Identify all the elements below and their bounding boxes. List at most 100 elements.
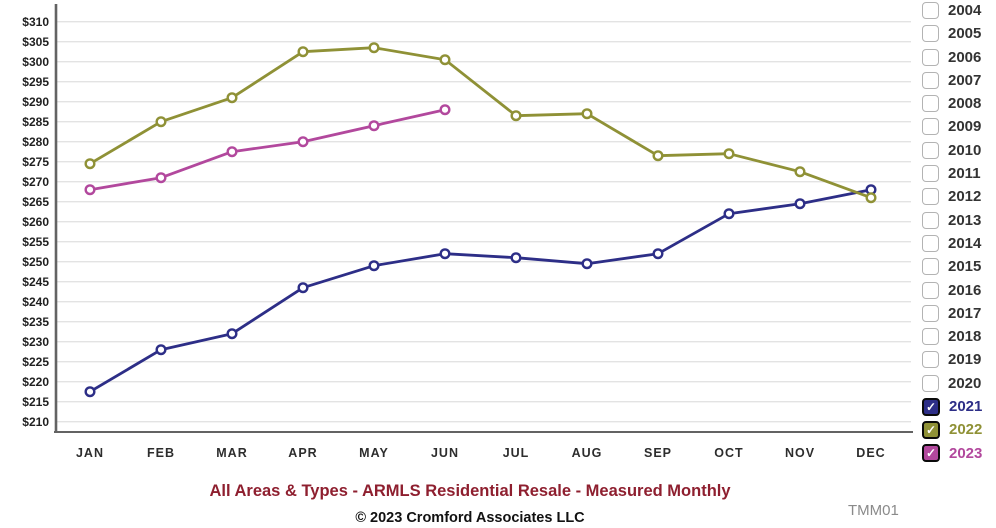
data-point-2023-MAY [368, 120, 380, 132]
y-axis-tick-label: $275 [22, 155, 49, 169]
data-point-2023-MAR [226, 146, 238, 158]
legend-year-label: 2019 [948, 351, 982, 369]
legend-year-2021[interactable]: ✓ 2021 [922, 397, 996, 416]
y-axis-tick-label: $280 [22, 135, 49, 149]
data-point-2022-FEB [155, 116, 167, 128]
unchecked-checkbox-icon[interactable] [922, 165, 939, 183]
legend-year-label: 2021 [949, 398, 983, 416]
y-axis-tick-label: $310 [22, 15, 49, 29]
checked-checkbox-icon[interactable]: ✓ [922, 420, 940, 439]
y-axis-tick-label: $255 [22, 235, 49, 249]
unchecked-checkbox-icon[interactable] [922, 25, 939, 43]
x-axis-tick-label: JAN [76, 446, 104, 460]
legend-year-2009[interactable]: 2009 [922, 117, 996, 136]
checked-checkbox-icon[interactable]: ✓ [922, 444, 940, 463]
unchecked-checkbox-icon[interactable] [922, 304, 939, 322]
data-point-2021-FEB [155, 344, 167, 356]
legend-year-2004[interactable]: 2004 [922, 1, 996, 20]
legend-year-label: 2009 [948, 118, 982, 136]
unchecked-checkbox-icon[interactable] [922, 95, 939, 113]
legend-year-label: 2020 [948, 374, 982, 392]
data-point-2021-MAR [226, 328, 238, 340]
series-line-2022 [88, 46, 873, 200]
legend-year-2008[interactable]: 2008 [922, 94, 996, 113]
y-axis-tick-label: $290 [22, 95, 49, 109]
legend-year-2015[interactable]: 2015 [922, 257, 996, 276]
data-point-2021-SEP [652, 248, 664, 260]
unchecked-checkbox-icon[interactable] [922, 328, 939, 346]
legend-year-2016[interactable]: 2016 [922, 281, 996, 300]
unchecked-checkbox-icon[interactable] [922, 118, 939, 136]
x-axis-tick-label: OCT [714, 446, 743, 460]
data-point-2022-AUG [581, 108, 593, 120]
legend-year-2011[interactable]: 2011 [922, 164, 996, 183]
unchecked-checkbox-icon[interactable] [922, 281, 939, 299]
legend-year-2022[interactable]: ✓ 2022 [922, 420, 996, 439]
data-point-2022-MAY [368, 42, 380, 54]
data-point-2021-APR [297, 282, 309, 294]
y-axis-tick-label: $240 [22, 295, 49, 309]
data-point-2023-FEB [155, 172, 167, 184]
copyright-text: © 2023 Cromford Associates LLC [355, 510, 585, 526]
unchecked-checkbox-icon[interactable] [922, 234, 939, 252]
y-axis-tick-label: $300 [22, 55, 49, 69]
legend-year-2010[interactable]: 2010 [922, 141, 996, 160]
legend-year-label: 2013 [948, 211, 982, 229]
legend-year-2023[interactable]: ✓ 2023 [922, 444, 996, 463]
legend-year-label: 2017 [948, 304, 982, 322]
series-line-2023 [88, 108, 447, 192]
data-point-2022-NOV [794, 166, 806, 178]
unchecked-checkbox-icon[interactable] [922, 374, 939, 392]
y-axis-tick-label: $210 [22, 415, 49, 429]
unchecked-checkbox-icon[interactable] [922, 141, 939, 159]
legend-year-label: 2023 [949, 444, 983, 462]
data-point-2021-NOV [794, 198, 806, 210]
unchecked-checkbox-icon[interactable] [922, 258, 939, 276]
legend-year-label: 2011 [948, 165, 981, 183]
y-axis-tick-label: $235 [22, 315, 49, 329]
legend-year-2020[interactable]: 2020 [922, 374, 996, 393]
legend-year-2018[interactable]: 2018 [922, 327, 996, 346]
legend-year-label: 2018 [948, 328, 982, 346]
legend-year-2017[interactable]: 2017 [922, 304, 996, 323]
legend-year-label: 2012 [948, 188, 982, 206]
unchecked-checkbox-icon[interactable] [922, 48, 939, 66]
y-axis-tick-label: $270 [22, 175, 49, 189]
data-point-2021-MAY [368, 260, 380, 272]
data-point-2021-JUL [510, 252, 522, 264]
y-axis-tick-label: $230 [22, 335, 49, 349]
y-axis-tick-label: $220 [22, 375, 49, 389]
data-point-2021-OCT [723, 208, 735, 220]
unchecked-checkbox-icon[interactable] [922, 71, 939, 89]
data-point-2022-SEP [652, 150, 664, 162]
x-axis-tick-label: DEC [856, 446, 885, 460]
x-axis-tick-label: MAY [359, 446, 389, 460]
chart-title: All Areas & Types - ARMLS Residential Re… [209, 482, 731, 500]
legend-year-2012[interactable]: 2012 [922, 187, 996, 206]
legend-year-2005[interactable]: 2005 [922, 24, 996, 43]
legend-year-2014[interactable]: 2014 [922, 234, 996, 253]
legend-year-2006[interactable]: 2006 [922, 48, 996, 67]
legend-year-2019[interactable]: 2019 [922, 350, 996, 369]
data-point-2021-AUG [581, 258, 593, 270]
x-axis-tick-label: SEP [644, 446, 672, 460]
data-point-2022-MAR [226, 92, 238, 104]
legend-year-label: 2016 [948, 281, 982, 299]
x-axis-tick-label: NOV [785, 446, 815, 460]
y-axis-tick-label: $250 [22, 255, 49, 269]
legend-year-label: 2004 [948, 2, 982, 19]
unchecked-checkbox-icon[interactable] [922, 351, 939, 369]
legend-year-label: 2015 [948, 258, 982, 276]
legend-year-2007[interactable]: 2007 [922, 71, 996, 90]
data-point-2023-JUN [439, 104, 451, 116]
legend-year-2013[interactable]: 2013 [922, 211, 996, 230]
unchecked-checkbox-icon[interactable] [922, 188, 939, 206]
unchecked-checkbox-icon[interactable] [922, 211, 939, 229]
unchecked-checkbox-icon[interactable] [922, 2, 939, 19]
chart-code-label: TMM01 [848, 502, 899, 519]
x-axis-tick-label: MAR [216, 446, 247, 460]
data-point-2022-JUN [439, 54, 451, 66]
data-point-2022-OCT [723, 148, 735, 160]
checked-checkbox-icon[interactable]: ✓ [922, 397, 940, 416]
legend-year-label: 2006 [948, 48, 982, 66]
